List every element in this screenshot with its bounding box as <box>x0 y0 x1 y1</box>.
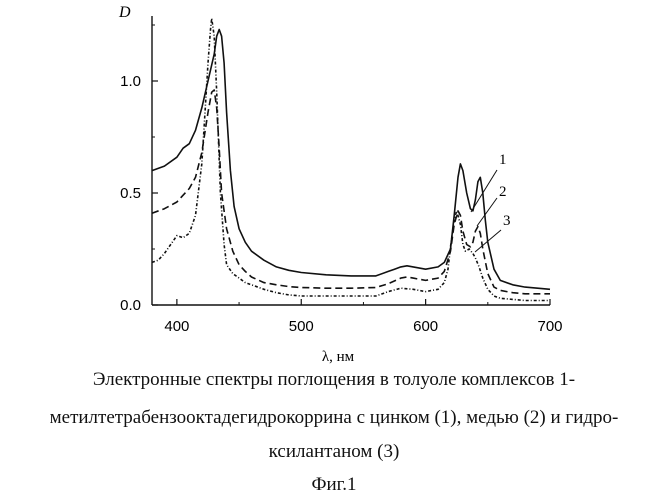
x-tick-label-500: 500 <box>289 318 314 335</box>
x-tick-label-400: 400 <box>164 318 189 335</box>
series-layer <box>151 17 551 302</box>
y-tick-label-0: 0.0 <box>120 297 141 314</box>
series-label-2: 2 <box>499 184 507 200</box>
y-tick-label-1: 1.0 <box>120 73 141 90</box>
series-label-3: 3 <box>503 213 511 229</box>
figure-label: Фиг.1 <box>311 474 357 495</box>
callout-line-2 <box>476 197 498 227</box>
caption-line-1: Электронные спектры поглощения в толуоле… <box>92 369 576 390</box>
caption-line-3: ксилантаном (3) <box>268 441 400 462</box>
series-line-3 <box>151 17 550 302</box>
y-axis-label: D <box>118 4 131 21</box>
series-callouts: 1 2 3 <box>470 152 511 253</box>
series-line-1 <box>151 28 551 291</box>
ticks: 400 500 600 700 0.0 0.5 1.0 <box>120 24 563 335</box>
axes <box>151 16 550 306</box>
x-tick-label-700: 700 <box>537 318 562 335</box>
y-tick-label-0.5: 0.5 <box>120 185 141 202</box>
caption-line-2: метилтетрабензооктадегидрокоррина с цинк… <box>49 407 619 428</box>
series-line-2 <box>151 89 550 295</box>
labels: D λ, нм <box>118 4 355 365</box>
callout-line-1 <box>470 169 498 213</box>
series-label-1: 1 <box>499 152 507 168</box>
absorption-spectra-chart: 400 500 600 700 0.0 0.5 1.0 D λ, нм 1 2 3 <box>118 4 563 365</box>
x-tick-label-600: 600 <box>413 318 438 335</box>
callout-line-3 <box>474 229 502 253</box>
x-axis-label: λ, нм <box>322 349 355 365</box>
